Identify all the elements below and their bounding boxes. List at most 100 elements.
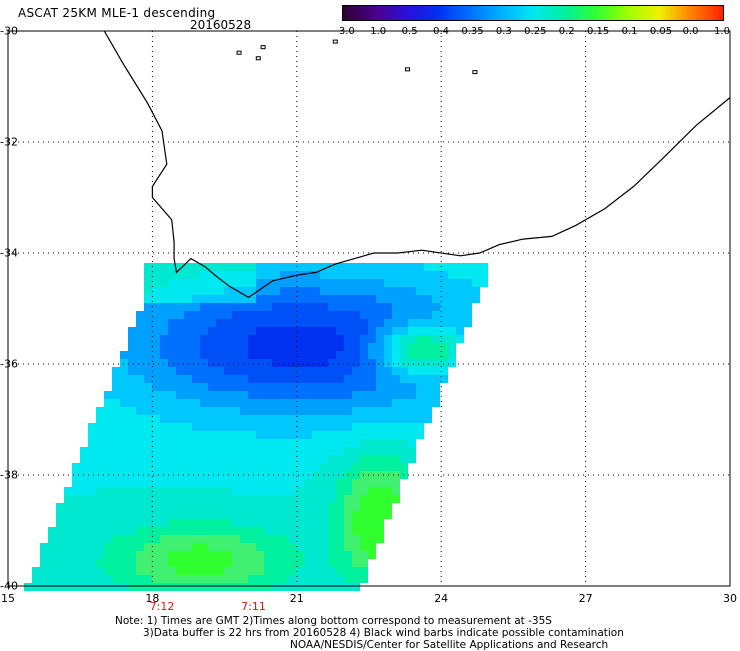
wind-cell	[360, 567, 368, 575]
wind-cell	[88, 511, 96, 519]
wind-cell	[160, 343, 168, 351]
wind-cell	[280, 399, 288, 407]
wind-cell	[392, 287, 400, 295]
wind-cell	[176, 271, 184, 279]
wind-cell	[152, 279, 160, 287]
wind-cell	[272, 543, 280, 551]
wind-cell	[120, 479, 128, 487]
wind-cell	[184, 431, 192, 439]
wind-cell	[96, 447, 104, 455]
wind-cell	[480, 263, 488, 271]
wind-cell	[400, 399, 408, 407]
wind-cell	[328, 415, 336, 423]
wind-cell	[416, 287, 424, 295]
wind-cell	[312, 511, 320, 519]
wind-cell	[432, 343, 440, 351]
wind-cell	[456, 311, 464, 319]
wind-cell	[128, 423, 136, 431]
wind-cell	[144, 279, 152, 287]
wind-cell	[392, 487, 400, 495]
wind-cell	[72, 567, 80, 575]
wind-cell	[280, 335, 288, 343]
wind-cell	[160, 511, 168, 519]
wind-cell	[176, 311, 184, 319]
wind-cell	[344, 455, 352, 463]
wind-cell	[88, 527, 96, 535]
wind-cell	[56, 535, 64, 543]
wind-cell	[216, 479, 224, 487]
wind-cell	[328, 327, 336, 335]
wind-cell	[200, 399, 208, 407]
wind-cell	[224, 511, 232, 519]
wind-cell	[336, 423, 344, 431]
wind-cell	[176, 303, 184, 311]
wind-cell	[64, 575, 72, 583]
wind-cell	[104, 575, 112, 583]
wind-cell	[328, 359, 336, 367]
wind-cell	[272, 271, 280, 279]
wind-cell	[400, 439, 408, 447]
measurement-time-label: 7:12	[149, 600, 175, 613]
wind-cell	[312, 455, 320, 463]
wind-cell	[192, 543, 200, 551]
wind-cell	[280, 567, 288, 575]
wind-cell	[112, 479, 120, 487]
wind-cell	[312, 335, 320, 343]
wind-cell	[152, 543, 160, 551]
wind-cell	[328, 575, 336, 583]
wind-cell	[224, 391, 232, 399]
wind-cell	[328, 271, 336, 279]
wind-cell	[192, 279, 200, 287]
wind-cell	[440, 319, 448, 327]
wind-cell	[240, 503, 248, 511]
wind-cell	[128, 383, 136, 391]
wind-cell	[208, 575, 216, 583]
wind-cell	[240, 383, 248, 391]
wind-cell	[272, 527, 280, 535]
wind-cell	[384, 423, 392, 431]
wind-cell	[224, 527, 232, 535]
wind-cell	[208, 551, 216, 559]
wind-cell	[328, 503, 336, 511]
wind-cell	[440, 303, 448, 311]
wind-cell	[216, 359, 224, 367]
wind-cell	[280, 423, 288, 431]
wind-cell	[296, 543, 304, 551]
wind-cell	[152, 263, 160, 271]
wind-cell	[368, 527, 376, 535]
wind-cell	[248, 455, 256, 463]
wind-cell	[184, 535, 192, 543]
wind-cell	[232, 463, 240, 471]
wind-cell	[288, 535, 296, 543]
wind-cell	[168, 439, 176, 447]
wind-cell	[120, 351, 128, 359]
wind-cell	[96, 495, 104, 503]
wind-cell	[208, 535, 216, 543]
wind-cell	[360, 367, 368, 375]
wind-cell	[112, 455, 120, 463]
wind-cell	[176, 559, 184, 567]
wind-cell	[384, 463, 392, 471]
wind-cell	[472, 295, 480, 303]
wind-cell	[144, 287, 152, 295]
wind-cell	[336, 351, 344, 359]
wind-cell	[176, 431, 184, 439]
wind-cell	[232, 407, 240, 415]
wind-cell	[376, 327, 384, 335]
wind-cell	[208, 423, 216, 431]
wind-cell	[112, 575, 120, 583]
wind-cell	[296, 383, 304, 391]
wind-cell	[304, 439, 312, 447]
wind-cell	[40, 551, 48, 559]
wind-cell	[264, 559, 272, 567]
wind-cell	[376, 519, 384, 527]
wind-cell	[192, 343, 200, 351]
wind-cell	[224, 495, 232, 503]
wind-cell	[376, 439, 384, 447]
wind-cell	[352, 559, 360, 567]
wind-cell	[48, 583, 56, 591]
wind-cell	[128, 391, 136, 399]
wind-cell	[248, 375, 256, 383]
wind-cell	[392, 319, 400, 327]
wind-cell	[280, 519, 288, 527]
